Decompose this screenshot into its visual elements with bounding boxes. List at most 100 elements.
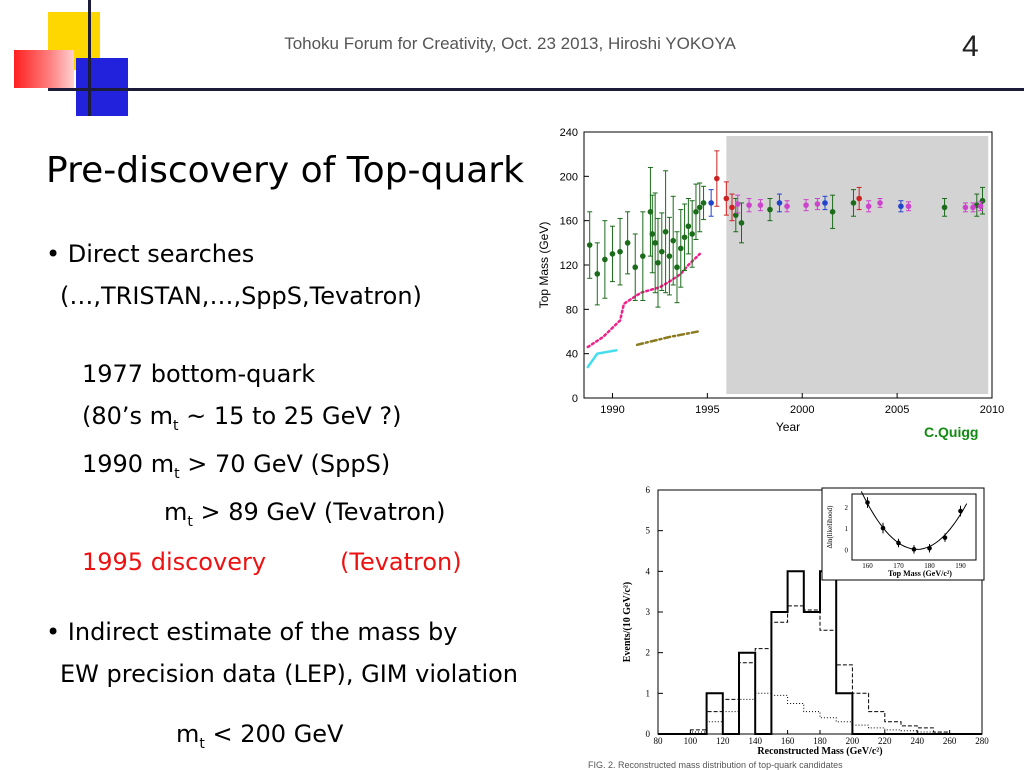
figure-caption: FIG. 2. Reconstructed mass distribution … [588,760,843,770]
bullet-direct-searches: • Direct searches [46,240,255,268]
data-point [655,259,661,266]
inset-y-axis-label: Δln(likelihood) [826,505,834,549]
inset-x-tick-label: 170 [893,562,904,570]
data-point [708,200,714,206]
expected-mass-subscript: t [173,417,179,434]
data-point [677,245,684,252]
x-tick-label: 1990 [600,404,624,416]
limit-tevatron-suffix: > 89 GeV (Tevatron) [192,498,446,526]
inset-y-tick-label: 0 [845,546,849,554]
y-tick-label: 120 [560,260,578,272]
inset-x-axis-label: Top Mass (GeV/c²) [888,569,952,578]
indirect-estimate-detail: EW precision data (LEP), GIM violation [60,660,519,688]
x-tick-label: 280 [975,736,989,746]
header-decoration-red [14,50,74,88]
data-point [649,231,656,237]
y-tick-label: 0 [646,729,651,739]
slide-title: Pre-discovery of Top-quark [46,150,524,191]
data-point [670,237,676,244]
x-tick-label: 180 [813,736,827,746]
inset-data-point [942,535,948,540]
data-point [977,203,984,210]
data-point [776,200,783,206]
inset-data-point [958,508,963,514]
data-point [905,203,912,210]
y-tick-label: 2 [646,648,651,658]
data-point [856,195,862,202]
histogram-solid [658,570,982,735]
x-tick-label: 1995 [695,404,719,416]
data-point [681,234,688,241]
bullet-indirect-estimate: • Indirect estimate of the mass by [46,618,458,646]
inset-data-point [865,500,870,505]
data-point [814,201,821,207]
x-tick-label: 140 [748,736,762,746]
x-tick-label: 2005 [885,404,909,416]
x-tick-label: 220 [878,736,892,746]
y-tick-label: 4 [646,566,651,576]
inset-y-tick-label: 2 [845,504,849,512]
y-tick-label: 0 [572,393,578,405]
inset-x-tick-label: 160 [862,562,873,570]
data-point [723,195,730,202]
header-title: Tohoku Forum for Creativity, Oct. 23 201… [284,34,736,53]
mass-upper-bound-suffix: < 200 GeV [204,720,344,748]
y-axis-label: Events/(10 GeV/c²) [622,582,633,662]
data-point [746,202,752,208]
data-point [877,200,883,206]
data-point [700,200,707,206]
discovery-year: 1995 discovery [82,548,267,576]
x-tick-label: 120 [716,736,730,746]
x-tick-label: 100 [684,736,698,746]
x-axis-label: Reconstructed Mass (GeV/c²) [757,746,882,756]
data-point [666,253,673,259]
inset-data-point [911,547,917,552]
data-point [586,242,593,248]
y-tick-label: 1 [646,688,651,698]
y-tick-label: 6 [646,485,651,495]
data-point [729,204,735,211]
data-point [784,203,790,210]
data-point [685,223,692,230]
data-point [822,200,828,206]
inset-frame [821,487,985,581]
data-point [714,175,720,182]
data-point [803,202,809,208]
inset-data-point [880,525,886,531]
expected-mass-prefix: (80’s m [82,402,174,430]
data-point [659,248,665,255]
y-tick-label: 80 [566,304,578,316]
data-point [609,251,616,257]
data-point [970,204,976,211]
inset-plot-frame [851,493,977,561]
limit-tevatron-line: mt > 89 GeV (Tevatron) [164,498,445,530]
data-point [898,203,904,210]
x-tick-label: 260 [943,736,957,746]
data-point [850,200,857,206]
data-point [594,271,601,277]
x-axis-label: Year [776,420,800,434]
data-point [734,201,741,207]
data-point [829,209,836,215]
limit-1990-prefix: 1990 m [82,450,175,478]
data-point [689,231,695,237]
expected-mass-line: (80’s mt ~ 15 to 25 GeV ?) [82,402,401,434]
limit-tevatron-prefix: m [164,498,188,526]
inset-x-tick-label: 180 [924,562,935,570]
header-horizontal-rule [48,88,1024,91]
x-tick-label: 200 [846,736,860,746]
data-point [738,220,745,226]
data-point [733,212,739,218]
data-point [652,240,658,246]
data-point [767,206,773,213]
data-point [662,228,669,235]
direct-searches-list: (…,TRISTAN,…,SppS,Tevatron) [60,282,422,310]
discovery-experiment: (Tevatron) [340,548,462,576]
data-point [941,204,948,211]
data-point [962,204,969,211]
data-point [617,248,623,255]
inset-data-point [927,545,932,551]
y-tick-label: 3 [646,607,651,617]
header-vertical-rule [88,0,91,116]
